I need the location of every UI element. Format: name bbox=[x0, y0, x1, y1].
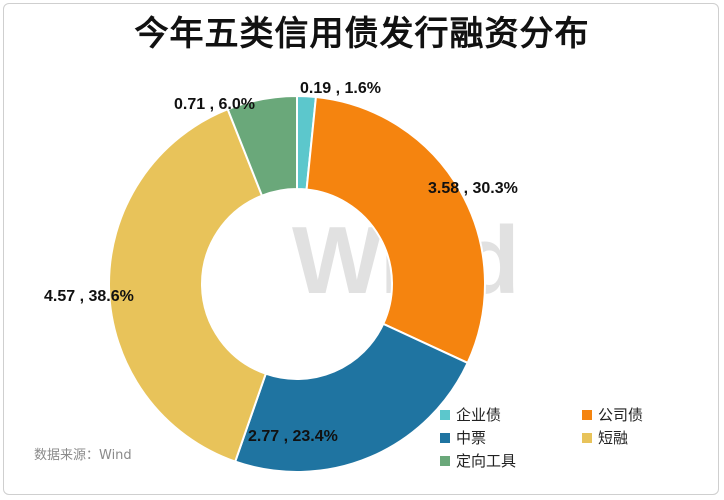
legend: 企业债 公司债 中票 短融 定向工具 bbox=[440, 404, 710, 470]
data-label-1: 3.58 , 30.3% bbox=[428, 180, 518, 197]
legend-swatch-4 bbox=[440, 455, 450, 466]
donut-slice-1 bbox=[305, 95, 486, 365]
data-label-4: 0.71 , 6.0% bbox=[174, 96, 255, 113]
legend-label-4: 定向工具 bbox=[456, 452, 517, 470]
legend-label-1: 公司债 bbox=[598, 406, 644, 424]
legend-label-0: 企业债 bbox=[456, 406, 502, 424]
donut-slice-4 bbox=[226, 94, 298, 197]
legend-item-2: 中票 bbox=[440, 427, 486, 448]
legend-label-2: 中票 bbox=[456, 429, 487, 447]
data-label-2: 2.77 , 23.4% bbox=[248, 428, 338, 445]
legend-swatch-3 bbox=[582, 432, 592, 443]
legend-label-3: 短融 bbox=[598, 429, 629, 447]
legend-item-1: 公司债 bbox=[582, 404, 643, 425]
legend-item-3: 短融 bbox=[582, 427, 628, 448]
legend-swatch-1 bbox=[582, 409, 592, 420]
legend-swatch-0 bbox=[440, 409, 450, 420]
legend-item-0: 企业债 bbox=[440, 404, 501, 425]
legend-swatch-2 bbox=[440, 432, 450, 443]
data-label-3: 4.57 , 38.6% bbox=[44, 288, 134, 305]
source-note: 数据来源：Wind bbox=[34, 448, 132, 463]
chart-title: 今年五类信用债发行融资分布 bbox=[134, 14, 590, 54]
legend-item-4: 定向工具 bbox=[440, 450, 516, 471]
donut-slice-3 bbox=[108, 107, 268, 463]
data-label-0: 0.19 , 1.6% bbox=[300, 80, 381, 97]
donut-slice-2 bbox=[233, 322, 469, 473]
